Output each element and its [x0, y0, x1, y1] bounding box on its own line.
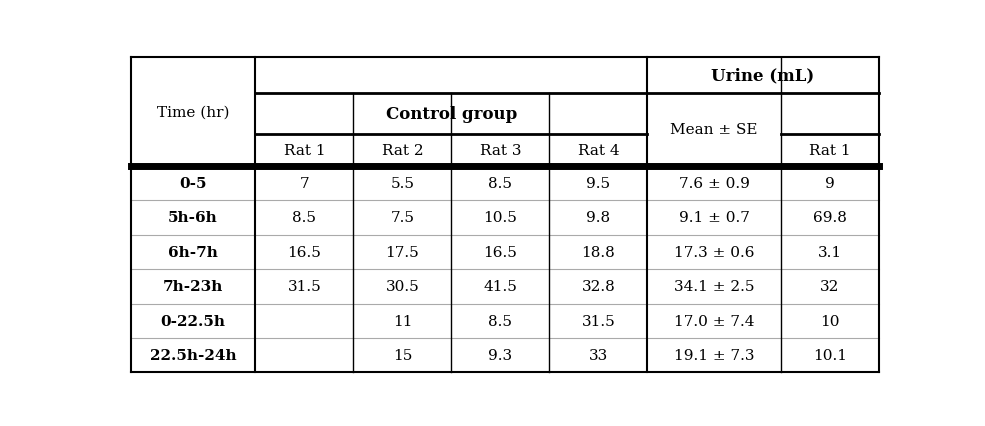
Text: 19.1 ± 7.3: 19.1 ± 7.3	[674, 348, 755, 363]
Text: Mean ± SE: Mean ± SE	[671, 123, 757, 137]
Text: 5h-6h: 5h-6h	[168, 211, 218, 225]
Text: 10.5: 10.5	[484, 211, 517, 225]
Text: 17.0 ± 7.4: 17.0 ± 7.4	[674, 314, 755, 328]
Text: Control group: Control group	[386, 106, 517, 123]
Text: 31.5: 31.5	[581, 314, 616, 328]
Text: 11: 11	[393, 314, 412, 328]
Text: 16.5: 16.5	[484, 245, 517, 259]
Text: Rat 4: Rat 4	[577, 144, 620, 158]
Text: 9.8: 9.8	[586, 211, 611, 225]
Text: 9.3: 9.3	[489, 348, 512, 363]
Text: 10: 10	[821, 314, 839, 328]
Text: 18.8: 18.8	[581, 245, 616, 259]
Text: 9.1 ± 0.7: 9.1 ± 0.7	[679, 211, 750, 225]
Text: 7h-23h: 7h-23h	[163, 279, 224, 294]
Text: 9.5: 9.5	[586, 176, 611, 190]
Text: 5.5: 5.5	[390, 176, 415, 190]
Text: 7: 7	[299, 176, 309, 190]
Text: 7.6 ± 0.9: 7.6 ± 0.9	[679, 176, 750, 190]
Text: 22.5h-24h: 22.5h-24h	[150, 348, 236, 363]
Text: 7.5: 7.5	[390, 211, 415, 225]
Text: 17.3 ± 0.6: 17.3 ± 0.6	[674, 245, 755, 259]
Text: 32: 32	[821, 279, 839, 294]
Text: 8.5: 8.5	[293, 211, 316, 225]
Text: 30.5: 30.5	[385, 279, 420, 294]
Text: Time (hr): Time (hr)	[157, 105, 230, 119]
Text: Rat 3: Rat 3	[480, 144, 521, 158]
Text: 0-22.5h: 0-22.5h	[161, 314, 226, 328]
Text: 10.1: 10.1	[813, 348, 847, 363]
Text: 31.5: 31.5	[288, 279, 321, 294]
Text: 8.5: 8.5	[489, 314, 512, 328]
Text: 6h-7h: 6h-7h	[168, 245, 218, 259]
Text: 8.5: 8.5	[489, 176, 512, 190]
Text: 3.1: 3.1	[818, 245, 842, 259]
Text: 41.5: 41.5	[484, 279, 517, 294]
Text: Rat 1: Rat 1	[809, 144, 851, 158]
Text: 16.5: 16.5	[288, 245, 321, 259]
Text: 34.1 ± 2.5: 34.1 ± 2.5	[674, 279, 755, 294]
Text: 32.8: 32.8	[581, 279, 616, 294]
Text: 69.8: 69.8	[813, 211, 847, 225]
Text: Urine (mL): Urine (mL)	[711, 67, 815, 84]
Text: 0-5: 0-5	[179, 176, 207, 190]
Text: Rat 2: Rat 2	[381, 144, 424, 158]
Text: 9: 9	[825, 176, 834, 190]
Text: 15: 15	[393, 348, 412, 363]
Text: 17.5: 17.5	[385, 245, 420, 259]
Text: 33: 33	[589, 348, 608, 363]
Text: Rat 1: Rat 1	[284, 144, 325, 158]
